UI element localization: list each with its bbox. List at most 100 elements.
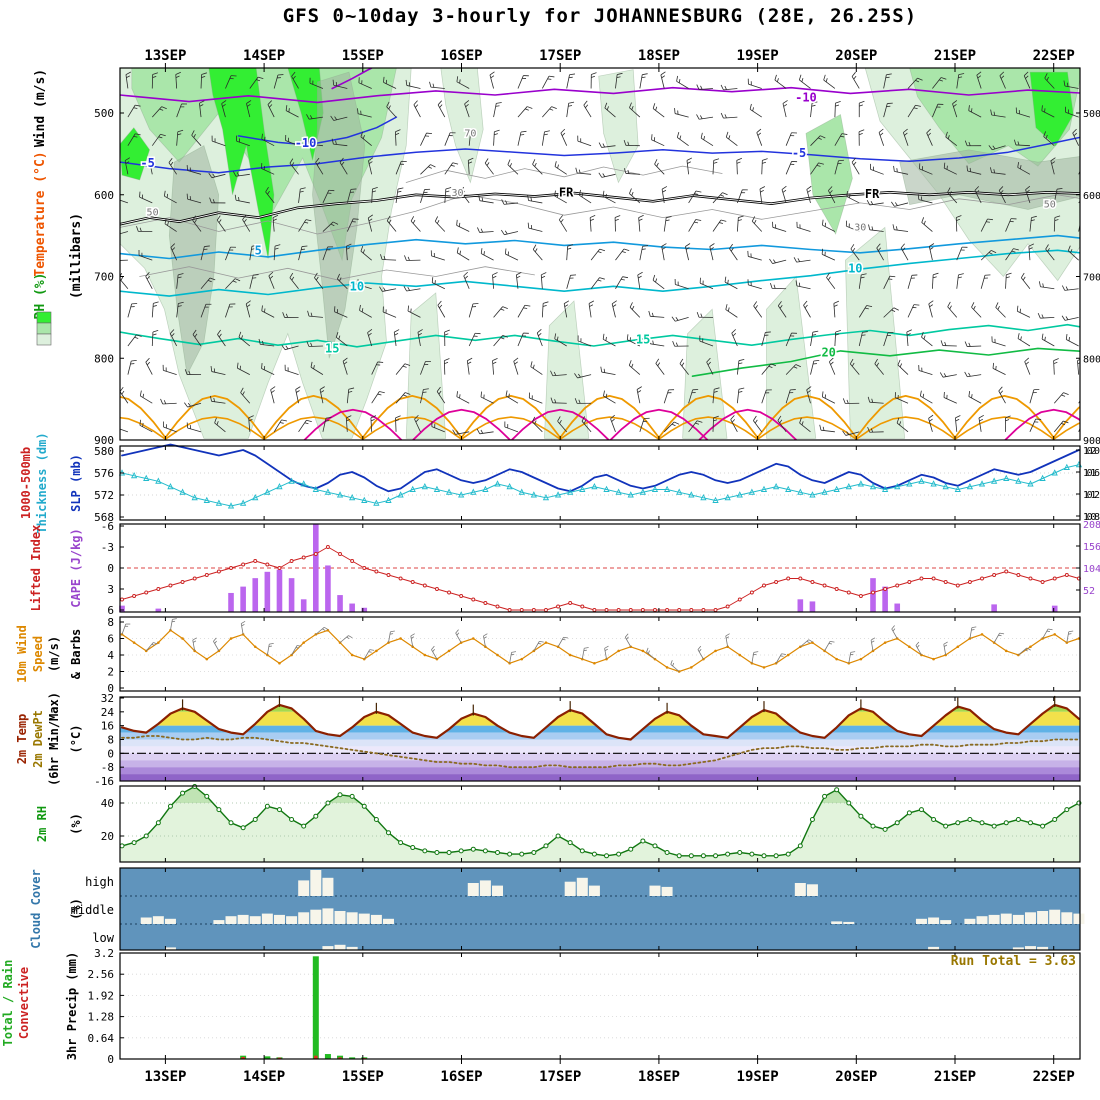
li-marker: [665, 608, 670, 612]
wind-barb: [270, 389, 275, 404]
wind-barb: [629, 307, 641, 318]
contour-arc: [1003, 408, 1080, 440]
axis-tick-label: 568: [94, 511, 114, 524]
wind-barb: [878, 132, 885, 146]
wind-barb: [163, 426, 177, 433]
contour-label: 10: [848, 261, 862, 275]
wind-barb: [730, 419, 738, 433]
rh-marker: [458, 848, 464, 854]
wind-barb: [436, 391, 446, 404]
li-marker: [967, 580, 972, 584]
wind-barb: [463, 275, 470, 289]
wind-barb: [858, 332, 863, 347]
wind-barb: [602, 195, 616, 204]
li-marker: [398, 576, 403, 581]
wind-barb: [709, 246, 714, 261]
wind-speed-marker: [835, 657, 838, 661]
wind-barb: [310, 366, 324, 375]
contour-arc: [120, 395, 167, 439]
wind-barb: [629, 365, 641, 375]
date-label-bottom: 21SEP: [934, 1069, 976, 1085]
wind-barb: [1042, 628, 1049, 639]
li-marker: [325, 545, 330, 549]
thickness-marker: [651, 485, 659, 492]
wind-barb: [298, 246, 303, 261]
wind-barb: [163, 369, 177, 375]
wind-barb: [751, 221, 763, 232]
wind-barb: [834, 103, 836, 118]
rh-marker: [180, 790, 186, 796]
wind-barb: [200, 74, 202, 89]
cloud-bar-high: [467, 883, 479, 896]
wind-barb: [891, 628, 898, 639]
wind-barb: [168, 162, 177, 175]
wind-barb: [151, 331, 154, 347]
wind-barb: [828, 190, 836, 204]
wind-barb: [430, 86, 445, 89]
wind-barb: [846, 225, 860, 232]
contour-label: -10: [295, 136, 317, 150]
wind-barb: [289, 277, 299, 290]
date-label-top: 16SEP: [440, 48, 482, 64]
li-marker: [798, 576, 803, 581]
wind-barb: [345, 246, 348, 261]
thickness-marker: [700, 493, 707, 501]
wind-barb: [577, 140, 592, 147]
rh-marker: [337, 792, 343, 798]
axis-tick-label: 24: [101, 706, 115, 719]
wind-barb: [542, 106, 552, 118]
li-marker: [701, 608, 706, 612]
wind-speed-marker: [157, 641, 160, 644]
wind-barb: [216, 219, 226, 232]
wind-barb: [493, 306, 503, 318]
wind-barb: [566, 74, 570, 89]
contour-arc: [954, 416, 1055, 440]
axis-tick-label: 1.28: [88, 1011, 115, 1024]
wind-barb: [466, 360, 470, 375]
wind-barb: [895, 397, 909, 404]
rh-marker: [628, 846, 634, 852]
wind-barb: [437, 104, 446, 118]
cape-bar: [288, 578, 295, 612]
wind-barb: [235, 173, 250, 177]
li-marker: [774, 580, 779, 584]
rh-marker: [591, 851, 597, 857]
thickness-marker: [663, 485, 671, 492]
wind-barb: [1020, 277, 1031, 290]
wind-barb: [211, 371, 226, 375]
axis-tick-label: 700: [1083, 273, 1100, 284]
thickness-marker: [857, 480, 865, 487]
wind-barb: [638, 217, 641, 232]
wind-barb: [748, 284, 762, 290]
wind-barb: [192, 639, 196, 651]
wind-barb: [221, 103, 226, 118]
rh-marker: [143, 833, 149, 839]
wind-barb: [1017, 167, 1031, 175]
rh-marker: [349, 793, 355, 799]
date-label-bottom: 14SEP: [243, 1069, 285, 1085]
wind-barb: [928, 303, 933, 318]
axis-tick-label: 1.92: [88, 989, 115, 1002]
side-label: SLP (mb): [69, 454, 83, 512]
cloud-bar-middle: [1024, 912, 1036, 924]
wind-barb: [603, 395, 616, 404]
wind-barb: [249, 76, 259, 89]
wind-barb: [998, 190, 1006, 204]
cloud-bar-middle: [1000, 913, 1012, 924]
li-marker: [301, 555, 306, 560]
axis-tick-label: 580: [94, 445, 114, 458]
li-marker: [277, 566, 282, 570]
rh-marker: [822, 793, 828, 799]
wind-barb: [822, 396, 836, 404]
wind-barb: [992, 341, 1006, 347]
axis-tick-label: 2.56: [88, 968, 115, 981]
contour-arc: [855, 394, 956, 439]
cape-bar: [361, 607, 368, 612]
thickness-marker: [470, 488, 477, 495]
thickness-marker: [797, 488, 804, 495]
rh-marker: [325, 800, 331, 806]
wind-barb: [1029, 217, 1032, 232]
wind-barb: [367, 217, 373, 232]
wind-barb: [900, 247, 909, 261]
